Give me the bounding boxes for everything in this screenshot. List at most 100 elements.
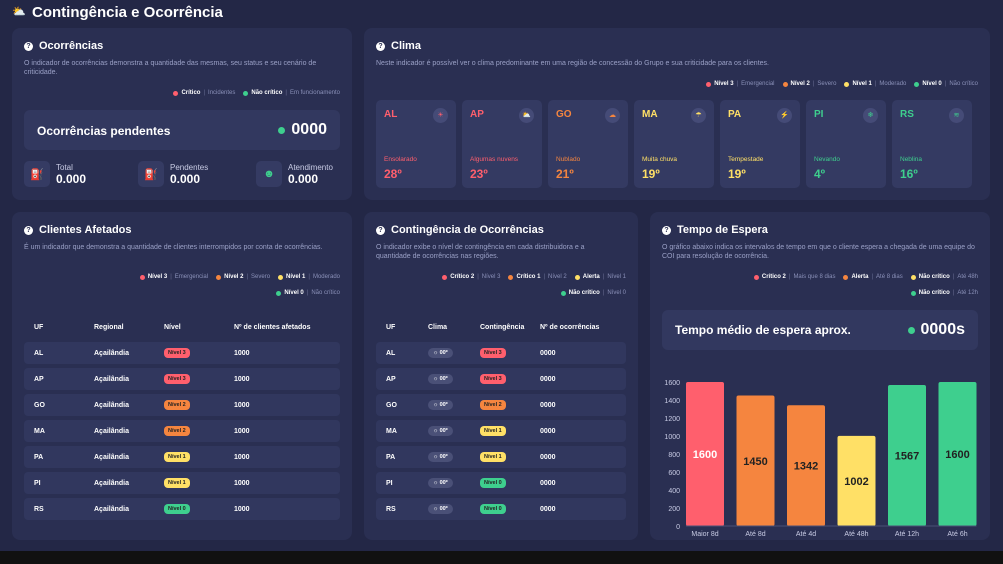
legend-sep: |: [736, 81, 739, 87]
table-cell: Nível 3: [480, 342, 540, 364]
legend-sep: |: [944, 81, 947, 87]
legend-item: Nível 1 | Moderado: [844, 81, 906, 87]
weather-card[interactable]: AP ⛅ Algumas nuvens 23º: [462, 100, 542, 188]
table-row[interactable]: MA Açailândia Nível 2 1000: [24, 420, 340, 442]
level-badge: Nível 3: [480, 374, 506, 384]
ocorrencias-card: ? Ocorrências O indicador de ocorrências …: [12, 28, 352, 200]
bar[interactable]: [837, 435, 876, 526]
help-icon[interactable]: ?: [24, 41, 33, 51]
weather-uf: AP: [470, 109, 484, 120]
legend-item: Alerta | Nível 1: [574, 274, 626, 280]
weather-chip: ☼ 00º: [428, 374, 453, 384]
weather-icon: ☂: [691, 108, 706, 123]
legend-item: Não crítico | Até 12h: [910, 290, 978, 296]
weather-card[interactable]: MA ☂ Muita chuva 19º: [634, 100, 714, 188]
level-badge: Nível 1: [164, 452, 190, 462]
bar[interactable]: [787, 405, 825, 526]
table-header: Regional: [94, 323, 124, 331]
weather-card[interactable]: GO ☁ Nublado 21º: [548, 100, 628, 188]
table-row[interactable]: PA Açailândia Nível 1 1000: [24, 446, 340, 468]
table-row[interactable]: AL ☼ 00º Nível 3 0000: [376, 342, 626, 364]
legend-name: Crítico 2: [761, 274, 786, 280]
table-cell: ☼ 00º: [428, 342, 480, 364]
level-badge: Nível 0: [480, 478, 506, 488]
table-cell: 1000: [234, 498, 340, 520]
help-icon[interactable]: ?: [24, 225, 33, 235]
weather-card[interactable]: RS ≋ Neblina 16º: [892, 100, 972, 188]
weather-icon: ⛅: [519, 108, 534, 123]
weather-icon: ≋: [949, 108, 964, 123]
bar[interactable]: [938, 382, 977, 526]
table-cell: ☼ 00º: [428, 394, 480, 416]
table-row[interactable]: PI ☼ 00º Nível 0 0000: [376, 472, 626, 494]
stat-value: 0.000: [288, 171, 319, 186]
table-row[interactable]: GO ☼ 00º Nível 2 0000: [376, 394, 626, 416]
table-cell: Açailândia: [94, 420, 164, 442]
table-cell: GO: [376, 394, 428, 416]
table-header-row: UF Regional Nível Nº de clientes afetados: [24, 316, 340, 338]
weather-card[interactable]: PA ⚡ Tempestade 19º: [720, 100, 800, 188]
weather-temp: 23º: [470, 167, 488, 181]
table-cell: ☼ 00º: [428, 420, 480, 442]
status-dot-icon: [907, 326, 915, 334]
table-cell: Nível 1: [164, 446, 234, 468]
y-tick-label: 1200: [664, 416, 680, 423]
bar-value-label: 1450: [743, 456, 767, 468]
table-header: UF: [34, 323, 44, 331]
table-cell: 0000: [540, 394, 626, 416]
stat-total: ⛽ Total 0.000: [24, 160, 86, 188]
y-tick-label: 400: [668, 488, 680, 495]
weather-chip: ☼ 00º: [428, 400, 453, 410]
legend-dot-icon: [508, 274, 514, 280]
table-row[interactable]: AL Açailândia Nível 3 1000: [24, 342, 340, 364]
table-header: Contingência: [480, 323, 525, 331]
table-cell: AP: [376, 368, 428, 390]
table-row[interactable]: AP ☼ 00º Nível 3 0000: [376, 368, 626, 390]
weather-card[interactable]: PI ❄ Nevando 4º: [806, 100, 886, 188]
bar[interactable]: [736, 395, 775, 527]
table-row[interactable]: GO Açailândia Nível 2 1000: [24, 394, 340, 416]
help-icon[interactable]: ?: [376, 41, 385, 51]
table-row[interactable]: MA ☼ 00º Nível 1 0000: [376, 420, 626, 442]
legend-name: Não crítico: [918, 274, 950, 280]
bar[interactable]: [888, 384, 926, 526]
contingencia-card: ? Contingência de Ocorrências O indicador…: [364, 212, 638, 540]
table-row[interactable]: RS Açailândia Nível 0 1000: [24, 498, 340, 520]
table-row[interactable]: AP Açailândia Nível 3 1000: [24, 368, 340, 390]
legend-item: Crítico | Incidentes: [173, 90, 235, 96]
help-icon[interactable]: ?: [662, 225, 671, 235]
help-icon[interactable]: ?: [376, 225, 385, 235]
legend-dot-icon: [276, 290, 282, 296]
legend-sep: |: [246, 274, 249, 280]
table-cell: Açailândia: [94, 342, 164, 364]
legend-note: Em funcionamento: [289, 90, 340, 96]
table-header: Nº de ocorrências: [540, 323, 600, 331]
y-tick-label: 1000: [664, 434, 680, 441]
table-row[interactable]: PA ☼ 00º Nível 1 0000: [376, 446, 626, 468]
weather-temp: 21º: [556, 167, 574, 181]
legend-item: Não crítico | Nível 0: [560, 290, 626, 296]
legend-dot-icon: [782, 81, 788, 87]
table-row[interactable]: RS ☼ 00º Nível 0 0000: [376, 498, 626, 520]
bar[interactable]: [686, 382, 724, 526]
table-row[interactable]: PI Açailândia Nível 1 1000: [24, 472, 340, 494]
legend-dot-icon: [442, 274, 448, 280]
legend-item: Não crítico | Em funcionamento: [243, 90, 340, 96]
contingencia-title: Contingência de Ocorrências: [391, 224, 544, 236]
legend-item: Alerta | Até 8 dias: [843, 274, 903, 280]
espera-title: Tempo de Espera: [677, 224, 768, 236]
bar-value-label: 1002: [844, 476, 868, 488]
contingencia-header: ? Contingência de Ocorrências: [376, 224, 544, 236]
legend-sep: |: [602, 290, 605, 296]
contingencia-legend: Crítico 2 | Nível 3 Crítico 1 | Nível 2 Alerta…: [386, 274, 626, 296]
x-tick-label: Até 8d: [745, 531, 765, 538]
weather-condition: Tempestade: [728, 156, 764, 163]
table-cell: Açailândia: [94, 498, 164, 520]
level-badge: Nível 2: [480, 400, 506, 410]
legend-item: Nível 0 | Não crítico: [914, 81, 978, 87]
weather-card[interactable]: AL ☀ Ensolarado 28º: [376, 100, 456, 188]
legend-name: Alerta: [851, 274, 869, 280]
contingencia-desc: O indicador exibe o nível de contingênci…: [376, 244, 585, 260]
y-tick-label: 200: [668, 506, 680, 513]
legend-note: Até 12h: [957, 290, 978, 296]
